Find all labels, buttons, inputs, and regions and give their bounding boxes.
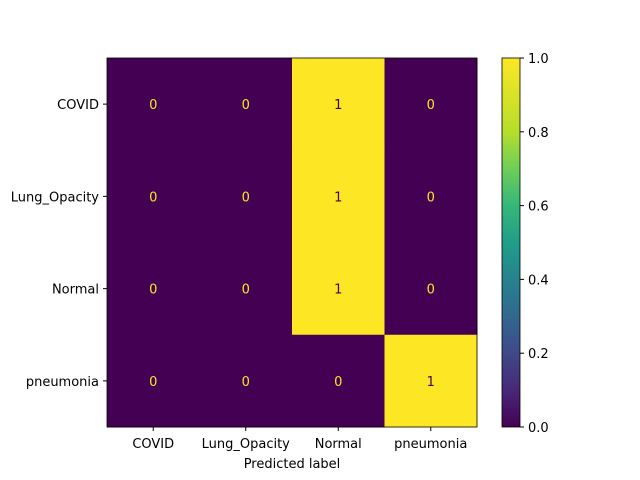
- y-tick-label: pneumonia: [26, 375, 99, 390]
- heatmap-cell: [199, 150, 293, 243]
- y-axis-ticks: COVID Lung_Opacity Normal pneumonia: [11, 98, 107, 390]
- heatmap-cell: [199, 334, 293, 428]
- cell-value-label: 0: [149, 190, 157, 205]
- cell-value-label: 1: [334, 283, 342, 298]
- heatmap-cell: [199, 242, 293, 336]
- heatmap-cell: [384, 150, 478, 243]
- colorbar-tick-label: 1.0: [528, 52, 549, 67]
- y-tick-label: COVID: [57, 98, 99, 113]
- cell-value-label: 0: [242, 98, 250, 113]
- heatmap-cell: [199, 58, 293, 151]
- x-axis-label: Predicted label: [244, 457, 341, 472]
- y-tick-label: Normal: [52, 283, 99, 298]
- cell-value-label: 0: [242, 375, 250, 390]
- y-tick-label: Lung_Opacity: [11, 190, 100, 205]
- colorbar-tick-label: 0.0: [528, 421, 549, 436]
- heatmap-cell: [292, 334, 385, 428]
- cell-value-label: 0: [149, 283, 157, 298]
- x-tick-label: pneumonia: [394, 437, 467, 452]
- x-tick-label: COVID: [132, 437, 174, 452]
- heatmap-cells: [107, 58, 478, 428]
- colorbar: [501, 57, 521, 428]
- heatmap-cell: [292, 242, 385, 336]
- colorbar-ticks: 0.0 0.2 0.4 0.6 0.8 1.0: [520, 52, 549, 436]
- cell-value-label: 0: [427, 283, 435, 298]
- cell-value-label: 0: [334, 375, 342, 390]
- x-axis-ticks: COVID Lung_Opacity Normal pneumonia: [132, 427, 467, 452]
- cell-value-label: 0: [427, 98, 435, 113]
- heatmap-cell: [384, 334, 478, 428]
- heatmap-cell: [384, 242, 478, 336]
- cell-value-label: 1: [334, 190, 342, 205]
- cell-value-label: 0: [149, 375, 157, 390]
- colorbar-tick-label: 0.2: [528, 347, 549, 362]
- heatmap-cell: [107, 150, 200, 243]
- cell-value-label: 1: [427, 375, 435, 390]
- x-tick-label: Lung_Opacity: [202, 437, 291, 452]
- cell-value-label: 0: [242, 283, 250, 298]
- colorbar-tick-label: 0.4: [528, 273, 549, 288]
- heatmap-cell: [107, 58, 200, 151]
- cell-value-label: 1: [334, 98, 342, 113]
- heatmap-cell: [292, 150, 385, 243]
- cell-value-label: 0: [149, 98, 157, 113]
- heatmap-frame: [106, 57, 478, 428]
- heatmap-cell-labels: 0 0 1 0 0 0 1 0 0 0 1 0 0 0 0 1: [149, 98, 435, 390]
- x-tick-label: Normal: [315, 437, 362, 452]
- cell-value-label: 0: [427, 190, 435, 205]
- cell-value-label: 0: [242, 190, 250, 205]
- heatmap-cell: [384, 58, 478, 151]
- colorbar-tick-label: 0.8: [528, 126, 549, 141]
- heatmap-cell: [292, 58, 385, 151]
- colorbar-tick-label: 0.6: [528, 200, 549, 215]
- heatmap-cell: [107, 242, 200, 336]
- heatmap-cell: [107, 334, 200, 428]
